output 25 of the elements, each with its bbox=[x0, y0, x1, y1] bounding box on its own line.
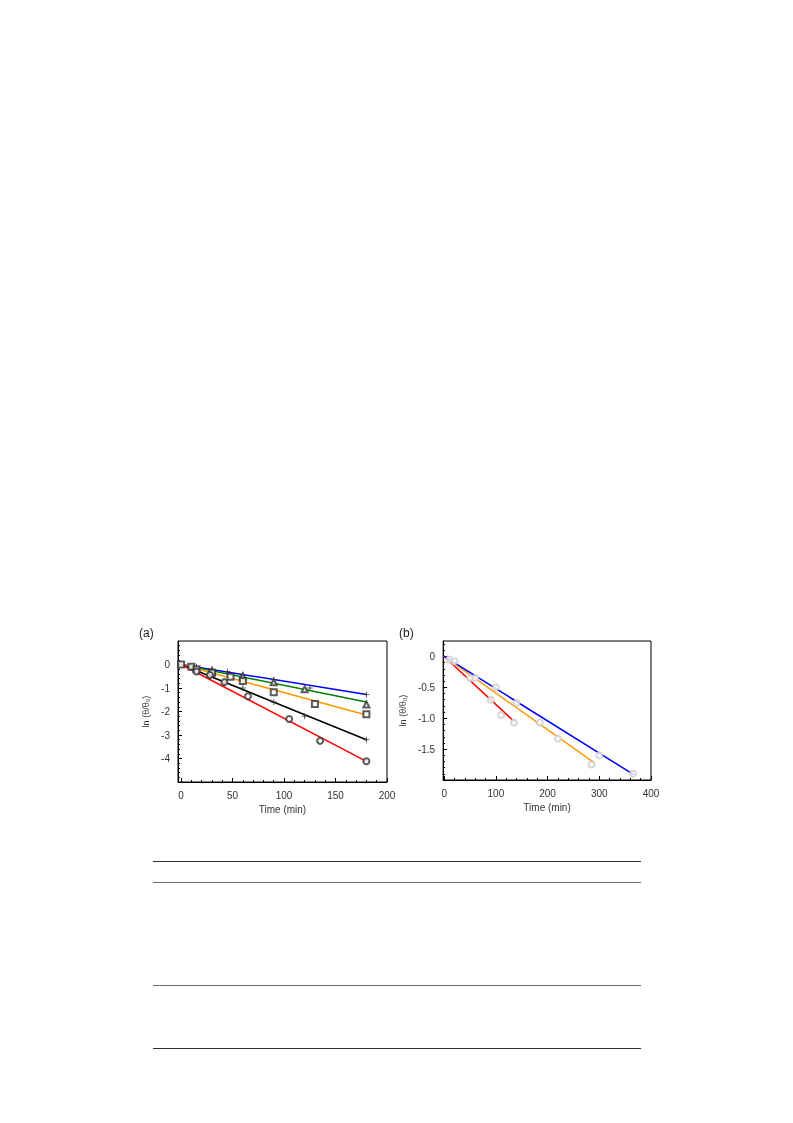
x-tick-label: 50 bbox=[227, 789, 239, 801]
y-tick-label: -2 bbox=[161, 706, 171, 717]
y-tick-label: 0 bbox=[164, 659, 171, 670]
y-tick-label: 0 bbox=[429, 650, 436, 662]
y-axis-title: ln (θ/θ₀) bbox=[397, 694, 408, 727]
chart-title: (b) bbox=[399, 626, 414, 640]
x-tick-label: 0 bbox=[178, 789, 185, 801]
x-axis-title: Time (min) bbox=[258, 804, 307, 816]
x-axis-title: Time (min) bbox=[523, 802, 571, 814]
x-tick-label: 100 bbox=[487, 787, 505, 799]
y-tick-label: -1 bbox=[161, 682, 171, 694]
chart-title: (a) bbox=[139, 626, 154, 640]
y-tick-label: -4 bbox=[161, 753, 171, 764]
y-tick-label: -3 bbox=[161, 729, 171, 741]
x-tick-label: 100 bbox=[275, 789, 293, 801]
y-tick-label: -0.5 bbox=[417, 681, 436, 693]
x-tick-label: 200 bbox=[539, 787, 557, 799]
y-tick-label: -1.5 bbox=[417, 743, 436, 755]
x-tick-label: 200 bbox=[378, 789, 396, 801]
x-tick-label: 0 bbox=[441, 787, 448, 799]
y-axis-title: ln (θ/θ₀) bbox=[140, 695, 151, 728]
y-tick-label: -1.0 bbox=[417, 712, 436, 724]
x-tick-label: 300 bbox=[590, 787, 609, 799]
x-tick-label: 150 bbox=[327, 789, 345, 801]
x-tick-label: 400 bbox=[642, 787, 660, 799]
